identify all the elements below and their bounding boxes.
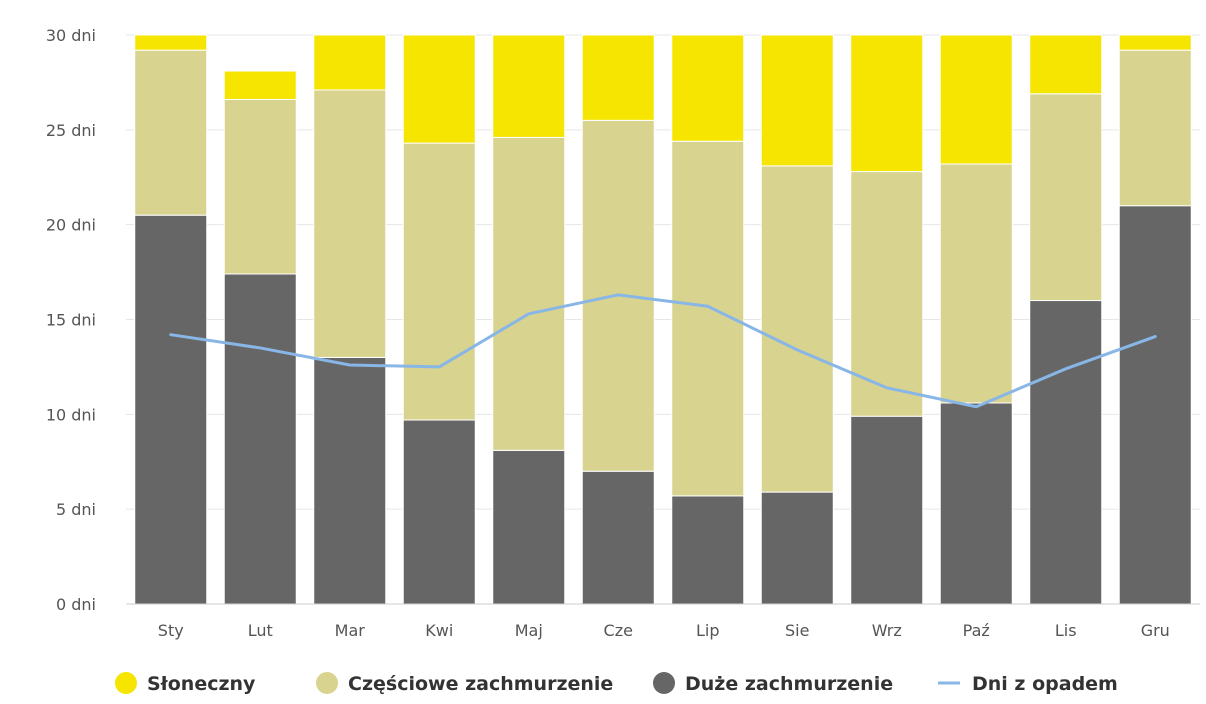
- bar-sloneczny: [402, 34, 476, 144]
- bars-layer: [134, 34, 1192, 605]
- legend-item[interactable]: Słoneczny: [115, 672, 256, 695]
- bar-sloneczny: [1118, 34, 1192, 51]
- bar-czesciowe-zachmurzenie: [850, 171, 924, 417]
- x-tick-label: Gru: [1141, 621, 1170, 640]
- x-tick-label: Paź: [963, 621, 990, 640]
- y-tick-label: 25 dni: [46, 121, 96, 140]
- x-tick-label: Mar: [335, 621, 366, 640]
- bar-czesciowe-zachmurzenie: [492, 136, 566, 451]
- y-tick-label: 5 dni: [56, 500, 96, 519]
- legend-marker-circle: [653, 672, 675, 694]
- bar-duze-zachmurzenie: [1029, 300, 1103, 605]
- line-layer: [169, 293, 1157, 409]
- bar-duze-zachmurzenie: [134, 214, 208, 605]
- legend-marker-circle: [115, 672, 137, 694]
- legend-item[interactable]: Duże zachmurzenie: [653, 672, 893, 695]
- x-tick-label: Maj: [515, 621, 543, 640]
- bar-duze-zachmurzenie: [1118, 205, 1192, 605]
- bar-duze-zachmurzenie: [760, 491, 834, 605]
- grid-layer: [126, 34, 1200, 510]
- bar-sloneczny: [134, 34, 208, 51]
- bar-czesciowe-zachmurzenie: [223, 98, 297, 275]
- legend-label: Duże zachmurzenie: [685, 673, 893, 695]
- bar-duze-zachmurzenie: [223, 273, 297, 605]
- legend-label: Słoneczny: [147, 673, 256, 695]
- bar-sloneczny: [850, 34, 924, 173]
- bar-czesciowe-zachmurzenie: [1118, 49, 1192, 207]
- bar-czesciowe-zachmurzenie: [760, 165, 834, 493]
- bar-sloneczny: [760, 34, 834, 167]
- bar-czesciowe-zachmurzenie: [939, 163, 1013, 404]
- bar-czesciowe-zachmurzenie: [1029, 93, 1103, 302]
- x-tick-label: Sty: [158, 621, 184, 640]
- bar-duze-zachmurzenie: [850, 415, 924, 605]
- y-tick-label: 15 dni: [46, 311, 96, 330]
- bar-sloneczny: [671, 34, 745, 142]
- x-tick-label: Sie: [785, 621, 809, 640]
- bar-duze-zachmurzenie: [402, 419, 476, 605]
- legend-marker-circle: [316, 672, 338, 694]
- y-tick-label: 20 dni: [46, 216, 96, 235]
- axis-layer: 0 dni 5 dni 10 dni 15 dni 20 dni 25 dni 30 dni…: [46, 26, 1200, 640]
- bar-sloneczny: [223, 70, 297, 100]
- legend-item[interactable]: Częściowe zachmurzenie: [316, 672, 613, 695]
- bar-duze-zachmurzenie: [581, 470, 655, 605]
- x-tick-label: Lip: [696, 621, 720, 640]
- bar-duze-zachmurzenie: [313, 356, 387, 605]
- y-tick-label: 10 dni: [46, 405, 96, 424]
- bar-duze-zachmurzenie: [492, 449, 566, 605]
- bar-sloneczny: [581, 34, 655, 121]
- bar-duze-zachmurzenie: [671, 495, 745, 605]
- x-tick-label: Lut: [248, 621, 273, 640]
- y-tick-label: 0 dni: [56, 595, 96, 614]
- x-tick-label: Cze: [604, 621, 633, 640]
- bar-sloneczny: [492, 34, 566, 138]
- legend-layer: Słoneczny Częściowe zachmurzenie Duże zach…: [115, 672, 1118, 695]
- bar-sloneczny: [313, 34, 387, 91]
- line-dni-z-opadem: [169, 293, 1157, 409]
- x-tick-label: Lis: [1055, 621, 1077, 640]
- legend-item[interactable]: Dni z opadem: [938, 673, 1118, 695]
- x-tick-label: Wrz: [872, 621, 902, 640]
- bar-czesciowe-zachmurzenie: [134, 49, 208, 216]
- y-tick-label: 30 dni: [46, 26, 96, 45]
- bar-sloneczny: [939, 34, 1013, 165]
- legend-label: Częściowe zachmurzenie: [348, 673, 613, 695]
- bar-duze-zachmurzenie: [939, 402, 1013, 605]
- bar-sloneczny: [1029, 34, 1103, 95]
- bar-czesciowe-zachmurzenie: [402, 142, 476, 421]
- x-tick-label: Kwi: [425, 621, 453, 640]
- bar-czesciowe-zachmurzenie: [313, 89, 387, 358]
- legend-label: Dni z opadem: [972, 673, 1118, 695]
